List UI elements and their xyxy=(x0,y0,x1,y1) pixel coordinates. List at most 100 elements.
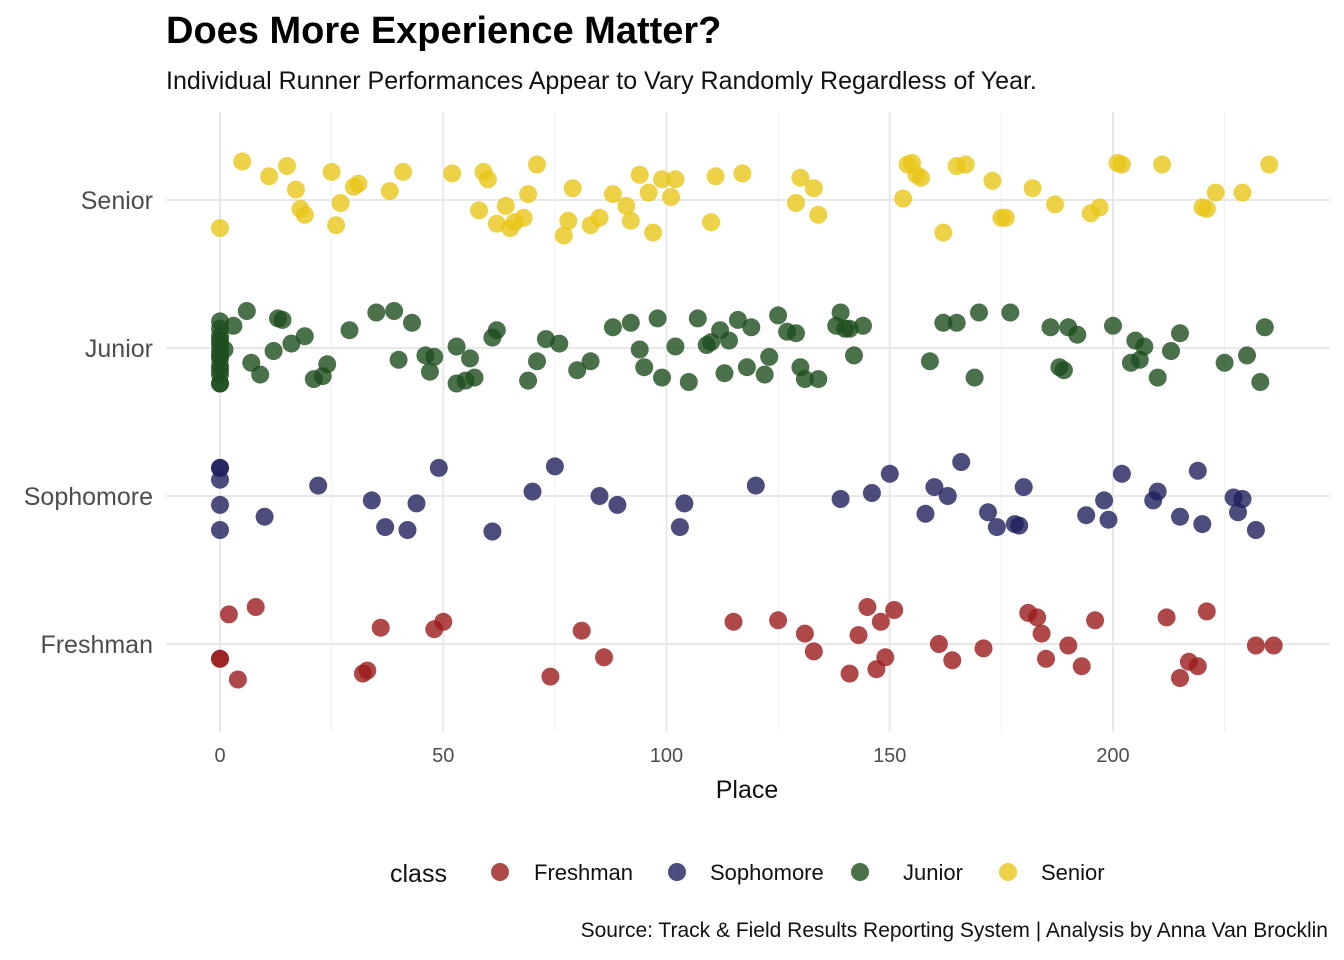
legend-key-freshman xyxy=(491,863,509,881)
data-point-sophomore xyxy=(211,495,229,514)
x-tick-label: 50 xyxy=(432,745,454,767)
data-point-sophomore xyxy=(362,491,381,510)
data-point-junior xyxy=(666,337,685,356)
data-point-senior xyxy=(733,164,752,183)
data-point-senior xyxy=(1206,183,1225,202)
data-point-freshman xyxy=(1157,608,1176,627)
data-point-sophomore xyxy=(1099,510,1118,529)
data-point-senior xyxy=(809,205,828,224)
legend-title: class xyxy=(390,860,447,888)
data-point-senior xyxy=(394,162,413,181)
data-point-sophomore xyxy=(429,458,448,477)
data-point-sophomore xyxy=(608,495,627,514)
data-point-sophomore xyxy=(862,484,881,502)
data-point-junior xyxy=(1255,318,1274,337)
data-point-freshman xyxy=(795,624,814,643)
data-point-freshman xyxy=(804,642,823,661)
data-point-junior xyxy=(1148,368,1167,387)
data-point-senior xyxy=(331,194,350,212)
legend-key-sophomore xyxy=(668,863,686,881)
data-point-sophomore xyxy=(979,503,997,522)
data-point-freshman xyxy=(769,611,788,630)
data-point-freshman xyxy=(871,612,890,631)
legend-label-junior: Junior xyxy=(903,860,963,885)
data-point-senior xyxy=(295,205,314,224)
data-point-senior xyxy=(956,155,975,174)
data-point-freshman xyxy=(541,667,560,686)
data-point-senior xyxy=(666,170,685,189)
data-point-freshman xyxy=(1086,611,1105,630)
x-tick-label: 100 xyxy=(650,745,683,767)
data-point-freshman xyxy=(219,605,238,624)
data-point-sophomore xyxy=(1148,482,1167,501)
data-point-senior xyxy=(478,170,497,189)
data-point-sophomore xyxy=(255,507,274,526)
data-point-junior xyxy=(653,368,671,387)
data-point-junior xyxy=(728,310,747,329)
data-point-junior xyxy=(211,374,229,393)
data-point-senior xyxy=(260,167,279,186)
data-point-junior xyxy=(550,334,569,353)
legend-label-sophomore: Sophomore xyxy=(710,860,824,885)
data-point-sophomore xyxy=(1095,491,1114,510)
data-point-sophomore xyxy=(1171,507,1189,526)
data-point-junior xyxy=(845,346,863,365)
data-point-junior xyxy=(1251,373,1270,391)
data-point-freshman xyxy=(1264,636,1283,655)
data-point-freshman xyxy=(211,649,229,668)
data-point-junior xyxy=(760,347,779,366)
data-point-senior xyxy=(653,170,671,189)
data-point-senior xyxy=(559,211,578,230)
data-point-sophomore xyxy=(1112,464,1131,483)
data-point-junior xyxy=(295,327,314,346)
legend-key-senior xyxy=(999,863,1017,881)
data-point-freshman xyxy=(724,612,743,631)
data-point-senior xyxy=(996,208,1015,227)
data-point-sophomore xyxy=(407,494,426,513)
data-point-junior xyxy=(420,362,439,381)
data-point-senior xyxy=(1090,198,1109,217)
data-point-junior xyxy=(237,302,256,320)
data-point-senior xyxy=(1197,199,1216,218)
data-point-freshman xyxy=(1246,636,1265,655)
data-point-sophomore xyxy=(675,494,694,513)
data-point-sophomore xyxy=(831,490,850,508)
data-point-senior xyxy=(617,196,636,215)
data-point-sophomore xyxy=(987,518,1006,537)
data-point-freshman xyxy=(1188,657,1207,676)
data-point-junior xyxy=(809,370,828,389)
data-point-sophomore xyxy=(211,521,229,539)
data-point-senior xyxy=(496,196,515,215)
data-point-senior xyxy=(644,223,663,242)
data-point-senior xyxy=(934,223,953,242)
data-point-junior xyxy=(934,313,953,332)
data-point-senior xyxy=(603,185,622,204)
data-point-junior xyxy=(787,324,805,343)
data-point-sophomore xyxy=(1246,521,1265,539)
data-point-sophomore xyxy=(309,476,328,495)
data-point-sophomore xyxy=(916,504,935,523)
chart-caption: Source: Track & Field Results Reporting … xyxy=(580,919,1328,942)
data-point-senior xyxy=(662,188,680,206)
data-point-senior xyxy=(791,168,810,187)
data-point-junior xyxy=(251,365,270,384)
data-point-junior xyxy=(1171,324,1189,343)
data-point-freshman xyxy=(943,651,962,670)
data-point-junior xyxy=(519,371,538,390)
data-point-freshman xyxy=(572,621,591,640)
data-point-junior xyxy=(1238,346,1256,365)
data-point-senior xyxy=(528,155,546,174)
data-point-senior xyxy=(1046,195,1064,214)
x-axis-title: Place xyxy=(716,776,779,804)
data-point-freshman xyxy=(885,601,904,619)
data-point-freshman xyxy=(929,635,948,653)
data-point-senior xyxy=(470,201,488,220)
data-point-sophomore xyxy=(398,521,417,539)
data-point-freshman xyxy=(849,626,868,645)
chart-title: Does More Experience Matter? xyxy=(166,10,722,52)
legend-key-junior xyxy=(851,863,869,881)
data-point-senior xyxy=(1260,155,1279,174)
data-point-senior xyxy=(1023,179,1042,198)
data-point-junior xyxy=(403,313,421,332)
data-point-freshman xyxy=(228,670,247,689)
